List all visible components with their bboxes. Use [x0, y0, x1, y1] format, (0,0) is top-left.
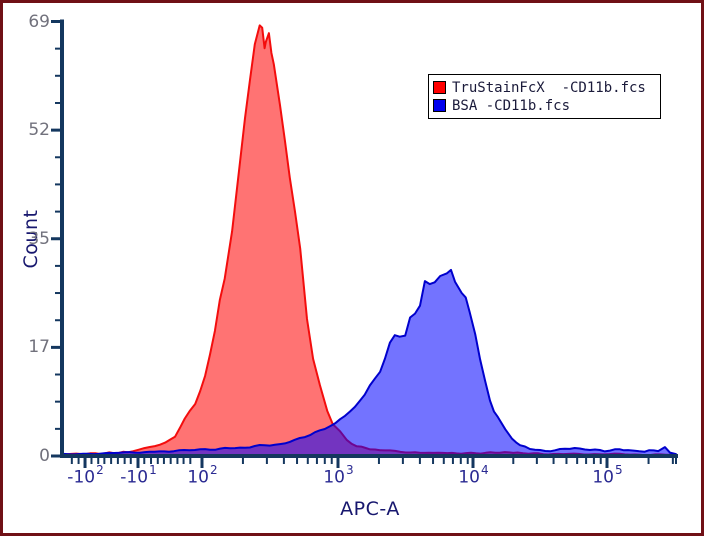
y-tick-label: 69: [28, 11, 50, 32]
x-axis-title: APC-A: [340, 498, 400, 520]
x-tick-label: 103: [323, 463, 354, 488]
x-tick-label: 105: [592, 463, 623, 488]
y-tick-label: 17: [28, 337, 50, 358]
x-tick-label: 104: [458, 463, 489, 488]
y-tick-label: 0: [39, 446, 50, 466]
y-tick-label: 52: [28, 120, 50, 141]
legend-item-trustainfcx: TruStainFcX -CD11b.fcs: [433, 79, 656, 96]
legend-label: BSA -CD11b.fcs: [452, 97, 571, 114]
blue-series-curve: [61, 268, 677, 457]
x-tick-label: -102: [67, 463, 104, 488]
blue-series-swatch-icon: [433, 99, 446, 112]
y-tick-label: 35: [28, 228, 50, 249]
legend-item-bsa: BSA -CD11b.fcs: [433, 97, 656, 114]
red-series-swatch-icon: [433, 81, 446, 94]
x-tick-label: -101: [120, 463, 157, 488]
legend-label: TruStainFcX -CD11b.fcs: [452, 79, 646, 96]
legend: TruStainFcX -CD11b.fcs BSA -CD11b.fcs: [428, 74, 661, 119]
x-tick-label: 102: [187, 463, 218, 488]
